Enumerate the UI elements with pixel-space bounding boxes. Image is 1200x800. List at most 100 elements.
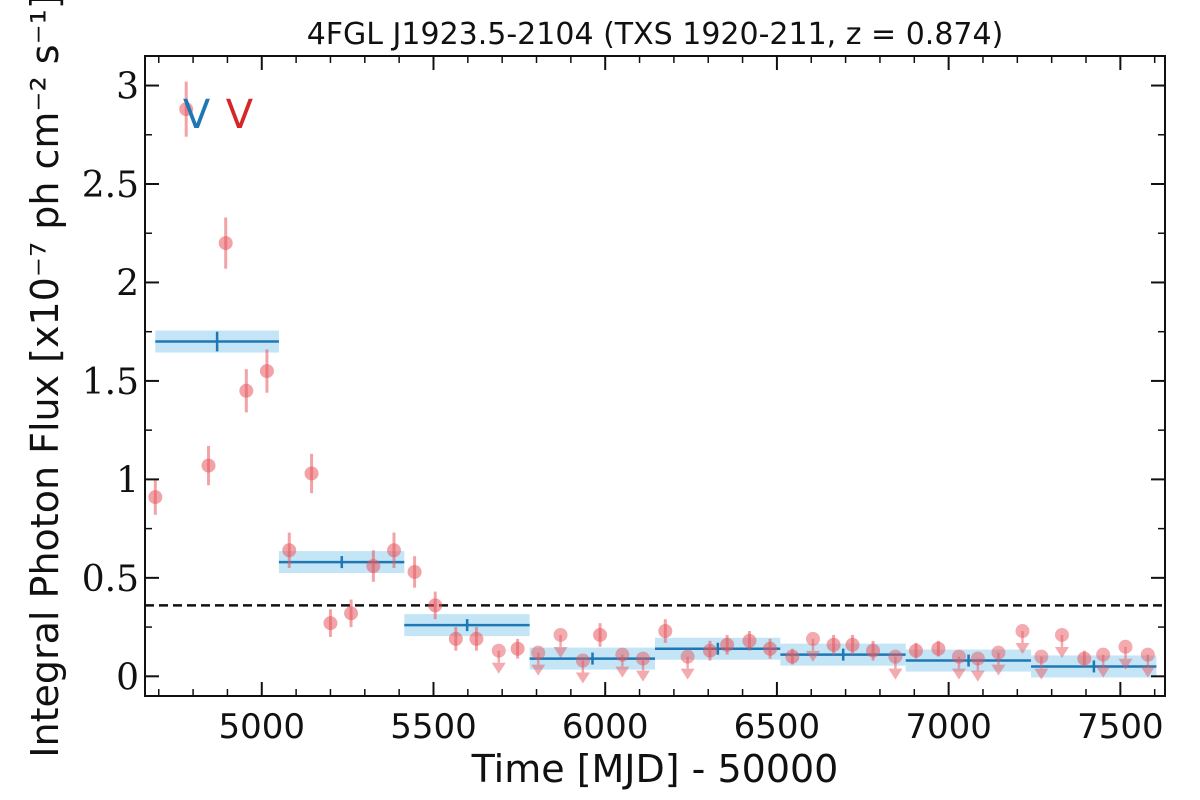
data-point-6 <box>282 532 297 568</box>
data-point-5 <box>259 349 274 393</box>
upper-limit-arrow <box>951 668 966 680</box>
bin-4 <box>655 637 781 660</box>
upper-limit-2 <box>553 627 568 658</box>
data-point-21 <box>742 631 757 651</box>
data-point-25 <box>845 634 860 655</box>
upper-limit-arrow <box>531 664 546 676</box>
upper-limit-arrow <box>991 664 1006 676</box>
data-point-12 <box>407 556 422 588</box>
axis-ticks: 5000 5500 6000 6500 7000 7500 0 0.5 1 1.5 2 2.5 3 <box>82 56 1165 747</box>
data-point-28 <box>931 640 946 657</box>
point-marker <box>282 543 297 558</box>
upper-limit-10 <box>970 651 985 682</box>
x-tick-label: 6500 <box>734 707 821 747</box>
point-marker <box>304 466 319 481</box>
bin-1 <box>278 551 405 574</box>
upper-limit-13 <box>1034 649 1049 680</box>
data-point-2 <box>201 445 216 486</box>
data-point-22 <box>763 638 778 659</box>
point-marker <box>931 641 946 656</box>
point-marker <box>179 102 194 117</box>
plot-frame <box>144 55 1166 697</box>
point-marker <box>448 631 463 646</box>
data-point-9 <box>344 599 359 628</box>
upper-limit-arrow <box>1118 658 1133 670</box>
upper-limit-5 <box>635 651 650 682</box>
data-point-18 <box>658 619 673 643</box>
point-marker <box>510 641 525 656</box>
upper-limit-arrow <box>888 668 903 680</box>
point-marker <box>218 236 233 251</box>
point-marker <box>826 637 841 652</box>
data-point-11 <box>386 532 401 568</box>
v-marker-1: V <box>226 92 254 138</box>
upper-limit-11 <box>991 645 1006 676</box>
data-point-8 <box>323 609 338 637</box>
upper-limit-17 <box>1140 647 1155 678</box>
point-marker <box>201 458 216 473</box>
data-point-17 <box>593 623 608 647</box>
upper-limit-arrow <box>1015 643 1030 655</box>
x-tick-label: 5000 <box>219 707 306 747</box>
chart-title: 4FGL J1923.5-2104 (TXS 1920-211, z = 0.8… <box>307 17 1004 52</box>
upper-limit-arrow <box>1054 646 1069 658</box>
upper-limit-arrow <box>491 662 506 674</box>
point-marker <box>259 364 274 379</box>
data-point-20 <box>720 634 735 655</box>
point-marker <box>1077 651 1092 666</box>
y-tick-label: 0 <box>116 657 139 698</box>
point-marker <box>344 606 359 621</box>
point-marker <box>866 643 881 658</box>
data-point-1 <box>179 81 194 137</box>
point-marker <box>148 490 163 505</box>
bin-2 <box>404 614 530 637</box>
point-marker <box>593 627 608 642</box>
data-point-14 <box>448 627 463 651</box>
v-marker-0: V <box>183 92 211 138</box>
bin-6 <box>905 649 1032 672</box>
upper-limit-arrow <box>970 670 985 682</box>
point-marker <box>323 616 338 631</box>
upper-limit-arrow <box>553 646 568 658</box>
bin-0 <box>155 330 279 353</box>
data-point-3 <box>218 217 233 269</box>
data-point-26 <box>866 640 881 661</box>
upper-limit-9 <box>951 649 966 680</box>
upper-limit-15 <box>1096 647 1111 678</box>
point-marker <box>239 383 254 398</box>
upper-limit-12 <box>1015 624 1030 655</box>
upper-limit-6 <box>680 649 695 680</box>
upper-limit-arrow <box>1140 666 1155 678</box>
point-marker <box>469 631 484 646</box>
y-axis-label: Integral Photon Flux [x10⁻⁷ ph cm⁻² s⁻¹] <box>23 0 67 758</box>
data-point-24 <box>826 634 841 655</box>
data-point-13 <box>428 591 443 620</box>
x-tick-label: 6000 <box>562 707 649 747</box>
y-tick-label: 2 <box>116 263 139 304</box>
data-point-4 <box>239 369 254 413</box>
upper-limit-arrow <box>1096 666 1111 678</box>
x-axis-label: Time [MJD] - 50000 <box>471 747 839 791</box>
point-marker <box>909 643 924 658</box>
point-marker <box>366 559 381 574</box>
data-point-16 <box>510 638 525 659</box>
upper-limit-14 <box>1054 627 1069 658</box>
y-tick-label: 1.5 <box>82 362 139 403</box>
point-marker <box>742 633 757 648</box>
y-tick-label: 3 <box>116 67 139 108</box>
y-tick-label: 0.5 <box>82 559 139 600</box>
bin-5 <box>780 643 906 666</box>
upper-limit-8 <box>888 649 903 680</box>
upper-limit-16 <box>1118 639 1133 670</box>
point-marker <box>407 564 422 579</box>
upper-limit-4 <box>615 647 630 678</box>
bin-7 <box>1031 655 1157 678</box>
upper-limit-arrow <box>635 670 650 682</box>
point-marker <box>785 649 800 664</box>
point-marker <box>386 543 401 558</box>
data-point-23 <box>785 648 800 665</box>
y-tick-label: 2.5 <box>82 165 139 206</box>
data-point-27 <box>909 642 924 659</box>
